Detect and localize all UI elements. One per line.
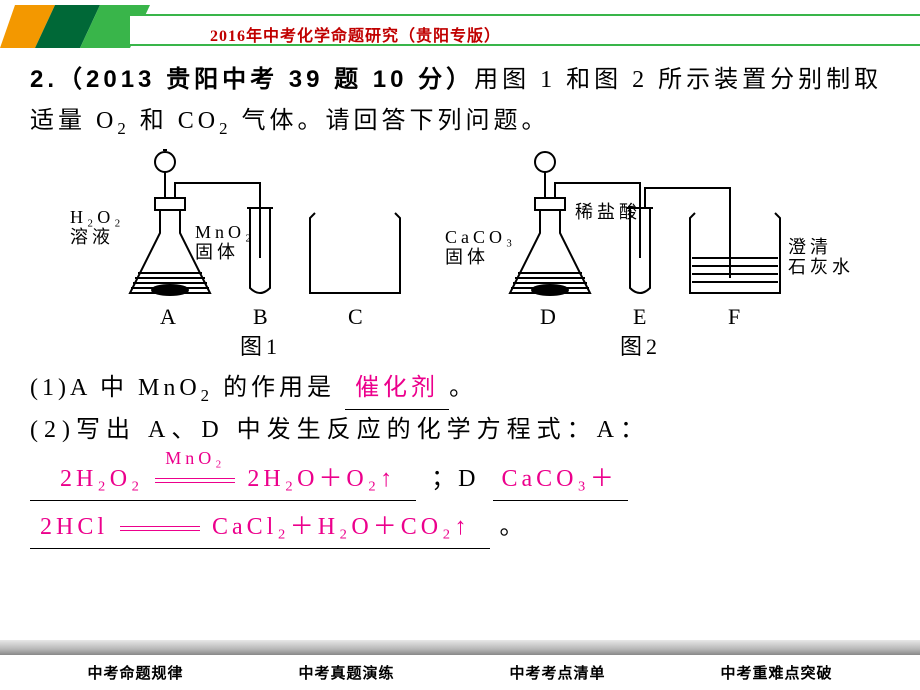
footer-item-3[interactable]: 中考考点清单	[509, 662, 605, 683]
footer-item-4[interactable]: 中考重难点突破	[720, 662, 832, 683]
label-caco3: CaCO₃ 固体	[445, 228, 516, 268]
eqA-condition: MnO₂	[165, 443, 225, 474]
footer-nav: 中考命题规律 中考真题演练 中考考点清单 中考重难点突破	[0, 655, 920, 690]
eqA-rhs: 2H₂O＋O₂↑	[247, 466, 396, 492]
header-title: 2016年中考化学命题研究（贵阳专版）	[210, 22, 501, 46]
label-C: C	[348, 298, 367, 335]
label-limewater: 澄清 石灰水	[788, 238, 854, 278]
question-source: （2013 贵阳中考 39 题 10 分）	[58, 66, 474, 93]
eqD-rhs: CaCl₂＋H₂O＋CO₂↑	[212, 514, 470, 540]
answer-catalyst: 催化剂	[355, 375, 439, 401]
caption-fig2: 图2	[620, 328, 661, 365]
question-number: 2.	[30, 66, 58, 93]
footer-item-1[interactable]: 中考命题规律	[87, 662, 183, 683]
eqA-lhs: 2H₂O₂	[60, 466, 143, 492]
header-bar: 2016年中考化学命题研究（贵阳专版）	[0, 0, 920, 50]
label-mno2: MnO₂ 固体	[195, 223, 255, 263]
footer-item-2[interactable]: 中考真题演练	[298, 662, 394, 683]
part2-prompt: (2)写出 A、D 中发生反应的化学方程式：A：	[30, 410, 890, 451]
caption-fig1: 图1	[240, 328, 281, 365]
label-h2o2: H₂O₂ 溶液	[70, 208, 125, 248]
label-A: A	[160, 298, 180, 335]
footer-gradient	[0, 640, 920, 655]
equation-line-1: 2H₂O₂ MnO₂ 2H₂O＋O₂↑ ；D CaCO₃＋	[30, 459, 890, 501]
equation-line-2: 2HCl CaCl₂＋H₂O＋CO₂↑ 。	[30, 507, 890, 549]
label-D: D	[540, 298, 560, 335]
eqD-part1: CaCO₃＋	[501, 466, 617, 492]
eqA-arrow	[155, 478, 235, 483]
apparatus-diagram: H₂O₂ 溶液 MnO₂ 固体 CaCO₃ 固体 稀盐酸 澄清 石灰水 A B …	[60, 148, 860, 378]
question-stem: 2.（2013 贵阳中考 39 题 10 分）用图 1 和图 2 所示装置分别制…	[30, 60, 890, 143]
eqD-arrow	[120, 526, 200, 531]
eqD-lhs2: 2HCl	[40, 514, 108, 540]
question-body: 2.（2013 贵阳中考 39 题 10 分）用图 1 和图 2 所示装置分别制…	[0, 50, 920, 549]
label-hcl: 稀盐酸	[575, 203, 641, 223]
label-F: F	[728, 298, 744, 335]
footer-bar: 中考命题规律 中考真题演练 中考考点清单 中考重难点突破	[0, 640, 920, 690]
